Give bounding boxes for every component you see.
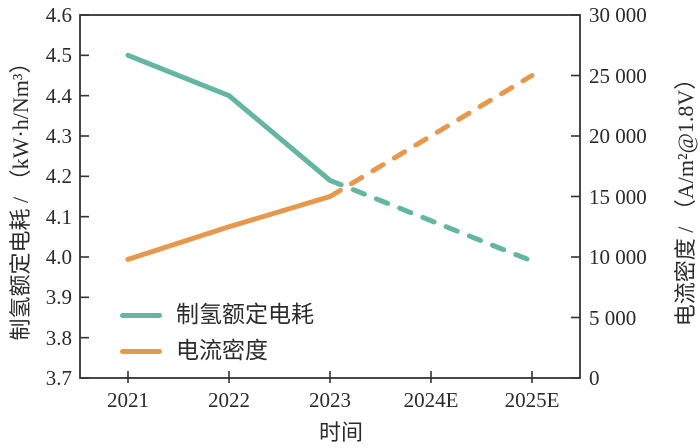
right-axis-tick-label: 5 000 [589, 305, 637, 330]
left-axis-tick-label: 3.9 [45, 285, 72, 310]
left-axis-tick-label: 4.0 [45, 245, 72, 269]
right-axis-title: 电流密度 / （A/m²@1.8V） [673, 67, 698, 327]
legend-item-consumption: 制氢额定电耗 [120, 297, 314, 333]
series-line-dashed-0 [327, 177, 535, 264]
left-axis-tick-label: 3.8 [45, 325, 72, 350]
x-axis-tick-label: 2024E [403, 388, 459, 412]
x-axis-tick-label: 2022 [208, 388, 250, 412]
x-axis-tick-label: 2025E [504, 388, 560, 412]
left-axis-tick-label: 3.7 [45, 366, 72, 390]
legend-swatch-current-density [120, 348, 162, 354]
right-axis-tick-label: 0 [589, 366, 600, 390]
left-axis-tick-label: 4.6 [45, 3, 72, 27]
left-axis-tick-label: 4.1 [45, 204, 72, 229]
right-axis-tick-label: 10 000 [589, 245, 647, 269]
right-axis-tick-label: 25 000 [589, 63, 647, 88]
legend-label-current-density: 电流密度 [176, 338, 268, 363]
series-line-dashed-1 [327, 73, 535, 199]
left-axis-tick-label: 4.5 [45, 43, 72, 68]
series-line-solid-0 [125, 52, 333, 183]
left-axis-tick-label: 4.4 [45, 83, 72, 108]
legend: 制氢额定电耗 电流密度 [120, 297, 314, 369]
right-axis-tick-label: 15 000 [589, 184, 647, 209]
left-axis-title: 制氢额定电耗 / （kW·h/Nm³） [8, 51, 33, 341]
legend-label-consumption: 制氢额定电耗 [176, 302, 314, 327]
series-line-solid-1 [125, 194, 333, 262]
right-axis-tick-label: 30 000 [589, 3, 647, 27]
left-axis-tick-label: 4.3 [45, 124, 72, 148]
legend-swatch-consumption [120, 312, 162, 318]
x-axis-tick-label: 2023 [309, 388, 351, 412]
legend-item-current-density: 电流密度 [120, 333, 314, 369]
x-axis-title: 时间 [318, 420, 364, 445]
x-axis-tick-label: 2021 [107, 388, 149, 412]
left-axis-tick-label: 4.2 [45, 164, 72, 189]
right-axis-tick-label: 20 000 [589, 124, 647, 148]
